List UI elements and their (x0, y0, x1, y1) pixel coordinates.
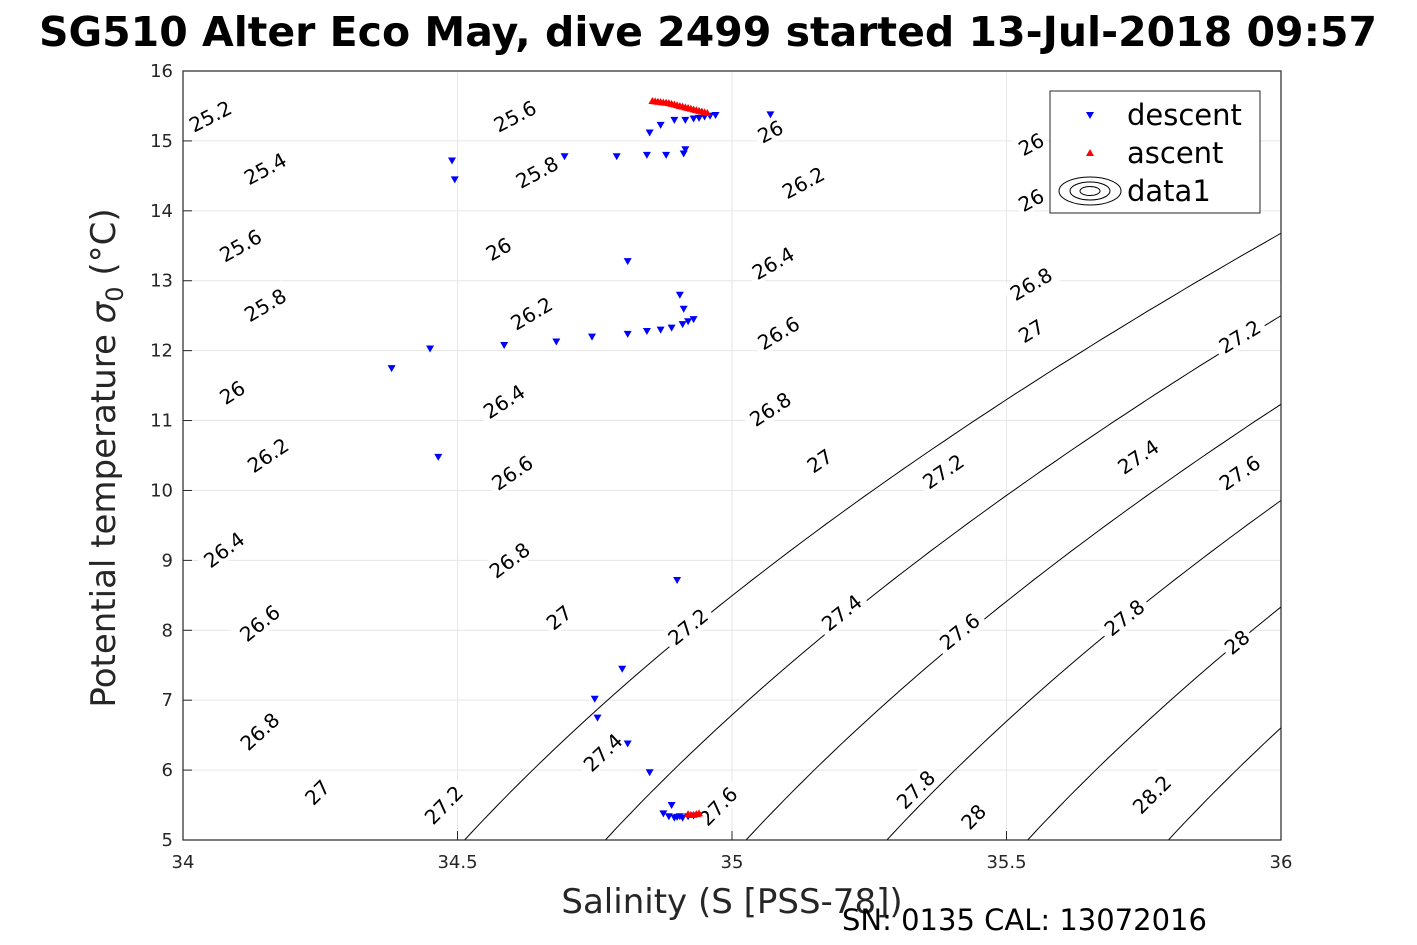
legend-descent-label: descent (1127, 98, 1242, 132)
legend-descent-marker (1086, 112, 1094, 119)
ascent-point (695, 809, 704, 817)
y-tick-label: 7 (162, 690, 173, 711)
y-tick-label: 16 (150, 61, 173, 82)
isopycnal-line (1167, 727, 1281, 840)
descent-point (623, 258, 632, 266)
descent-point (684, 318, 693, 326)
x-axis-label: Salinity (S [PSS-78]) (561, 882, 902, 922)
descent-point (642, 328, 651, 336)
y-tick-label: 11 (150, 411, 173, 432)
legend-ascent-label: ascent (1127, 136, 1223, 170)
x-tick-label: 35.5 (986, 852, 1026, 873)
y-axis-label: Potential temperature σ0 (°C) (84, 208, 129, 707)
isopycnal-line (886, 499, 1281, 840)
y-tick-label: 12 (150, 341, 173, 362)
legend-ascent-marker (1086, 149, 1094, 156)
x-tick-label: 34 (172, 852, 195, 873)
descent-point (645, 769, 654, 777)
y-tick-label: 14 (150, 201, 173, 222)
descent-point (766, 111, 775, 119)
descent-point (593, 714, 602, 722)
descent-point (689, 115, 698, 123)
descent-point (662, 151, 671, 159)
descent-point (673, 576, 682, 584)
sensor-footer: SN: 0135 CAL: 13072016 (842, 903, 1207, 937)
axis-ticks: 34 34.5 35 35.5 36 5 6 7 8 9 10 11 12 13 14 15 16 (150, 61, 1292, 873)
ascent-point (703, 108, 712, 116)
descent-point (681, 146, 690, 154)
descent-point (450, 176, 459, 184)
descent-point (588, 333, 597, 341)
descent-point (689, 316, 698, 324)
descent-point (623, 330, 632, 338)
descent-point (675, 291, 684, 299)
contour-label: 26 (1011, 181, 1051, 218)
isopycnal-line (463, 232, 1281, 840)
y-tick-label: 10 (150, 480, 173, 501)
descent-point (590, 695, 599, 703)
descent-point (434, 453, 443, 461)
descent-point (612, 153, 621, 161)
x-tick-label: 34.5 (437, 852, 477, 873)
descent-point (387, 365, 396, 373)
y-tick-label: 9 (162, 550, 173, 571)
density-contours (463, 232, 1281, 840)
y-tick-label: 5 (162, 830, 173, 851)
descent-point (656, 326, 665, 334)
x-tick-label: 35 (721, 852, 744, 873)
y-tick-label: 6 (162, 760, 173, 781)
y-tick-label: 13 (150, 271, 173, 292)
descent-point (679, 305, 688, 313)
descent-point (670, 116, 679, 124)
descent-point (560, 153, 569, 161)
descent-point (667, 802, 676, 810)
descent-point (681, 116, 690, 124)
y-tick-label: 15 (150, 131, 173, 152)
descent-point (645, 129, 654, 137)
descent-point (552, 338, 561, 346)
descent-point (695, 114, 704, 122)
descent-point (500, 342, 509, 350)
descent-point (426, 345, 435, 353)
legend-contour-icon (1058, 176, 1122, 206)
descent-point (618, 665, 627, 673)
x-tick-label: 36 (1270, 852, 1293, 873)
descent-point (711, 112, 720, 120)
data-points (387, 97, 775, 822)
isopycnal-line (604, 315, 1281, 840)
descent-point (678, 321, 687, 329)
descent-point (448, 157, 457, 165)
descent-point (623, 740, 632, 748)
descent-point (667, 324, 676, 332)
legend: descent ascent data1 (1049, 90, 1261, 214)
legend-data1-label: data1 (1127, 174, 1211, 208)
y-tick-label: 8 (162, 620, 173, 641)
descent-point (659, 810, 668, 818)
descent-point (642, 151, 651, 159)
chart-title: SG510 Alter Eco May, dive 2499 started 1… (39, 8, 1377, 56)
descent-point (656, 121, 665, 129)
